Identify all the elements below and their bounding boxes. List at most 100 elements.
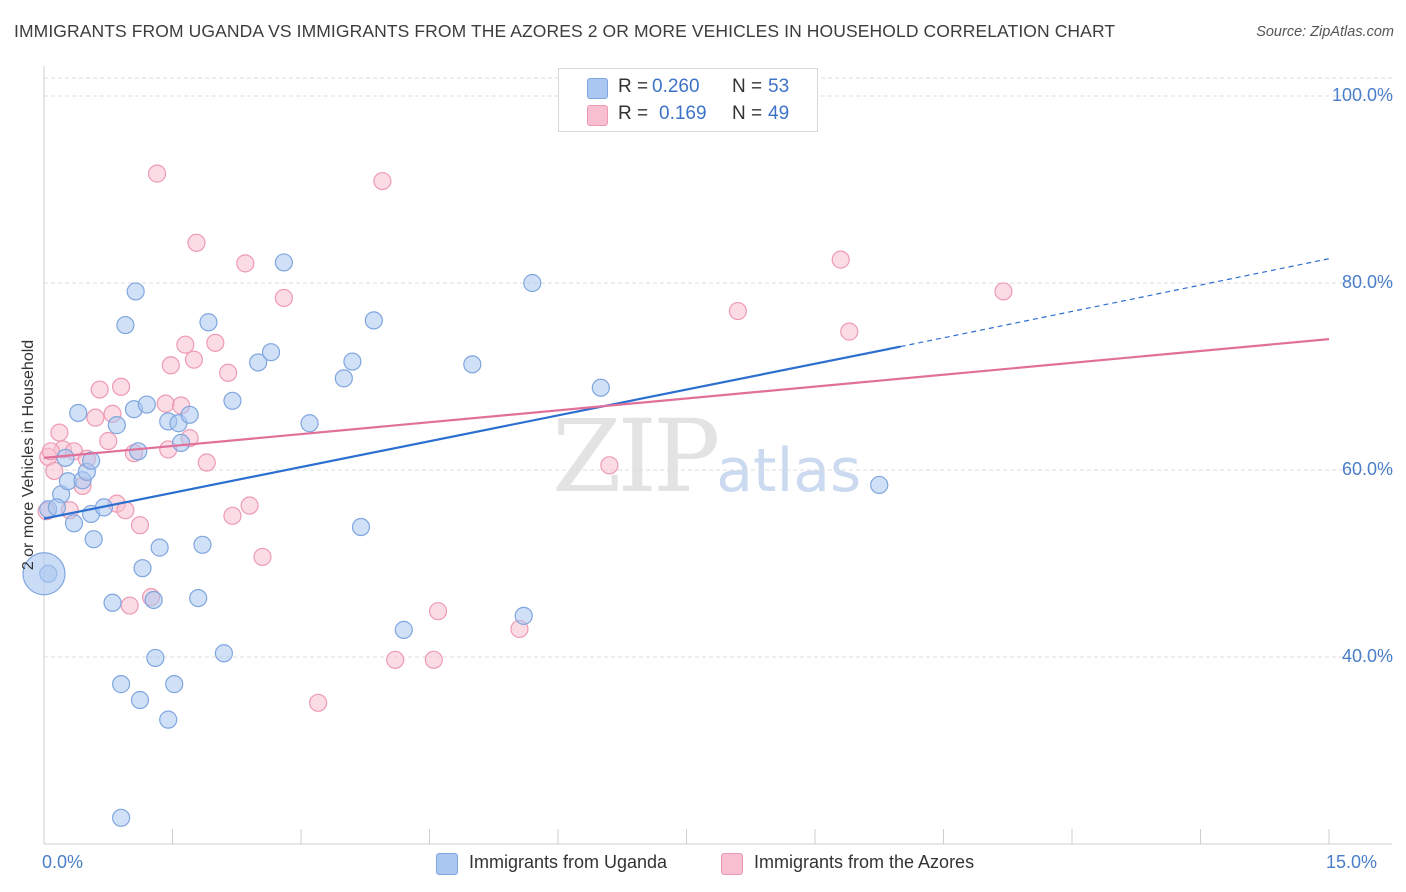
uganda-point — [107, 416, 126, 435]
legend-n-label: N = — [732, 103, 763, 124]
watermark: ZIPatlas — [552, 398, 861, 515]
azores-point — [274, 288, 293, 308]
uganda-point — [351, 517, 371, 537]
uganda-point — [84, 530, 103, 549]
uganda-point — [870, 475, 889, 495]
azores-point — [187, 233, 206, 252]
azores-point — [161, 356, 180, 375]
uganda-point — [82, 451, 101, 470]
x-tick-max: 15.0% — [1326, 852, 1378, 872]
uganda-point — [103, 593, 122, 612]
legend-r-azores: 0.169 — [659, 103, 707, 124]
bottom-legend-label-azores: Immigrants from the Azores — [754, 852, 975, 872]
uganda-point — [126, 282, 145, 301]
uganda-point — [56, 448, 75, 467]
uganda-point — [111, 808, 131, 827]
azores-point — [994, 282, 1013, 301]
uganda-point — [223, 391, 242, 410]
y-axis-label: 2 or more Vehicles in Household — [20, 339, 37, 571]
azores-point — [236, 254, 255, 273]
bottom-legend-swatch-uganda — [436, 853, 458, 875]
azores-point — [309, 693, 328, 712]
azores-point — [424, 650, 443, 669]
uganda-point — [111, 675, 131, 694]
legend-swatch-uganda — [587, 78, 608, 99]
uganda-point — [274, 253, 293, 272]
trendline-azores — [43, 338, 1330, 459]
azores-point — [373, 171, 392, 191]
bottom-legend-swatch-azores — [721, 853, 743, 875]
uganda-point — [180, 405, 199, 424]
uganda-point — [137, 395, 156, 414]
y-tick-label: 100.0% — [1331, 85, 1393, 105]
chart-title: IMMIGRANTS FROM UGANDA VS IMMIGRANTS FRO… — [14, 21, 1116, 41]
watermark-atlas: atlas — [716, 436, 862, 506]
uganda-point — [133, 559, 152, 578]
bottom-legend-label-uganda: Immigrants from Uganda — [469, 852, 668, 872]
azores-point — [45, 461, 64, 481]
x-tick-min: 0.0% — [42, 852, 84, 872]
azores-point — [111, 377, 131, 396]
uganda-point — [116, 315, 135, 335]
azores-point — [428, 602, 448, 621]
watermark-zip: ZIP — [552, 398, 720, 515]
uganda-point — [171, 433, 191, 452]
legend-r-uganda: 0.260 — [652, 76, 700, 97]
y-tick-label: 80.0% — [1341, 272, 1393, 292]
y-tick-label: 40.0% — [1341, 646, 1393, 666]
axes — [43, 66, 1392, 845]
uganda-point — [150, 538, 169, 557]
uganda-point — [64, 514, 84, 533]
uganda-point — [523, 273, 542, 293]
uganda-point — [146, 648, 165, 668]
uganda-point-large — [22, 552, 66, 596]
trendline-uganda-extension — [900, 258, 1330, 348]
uganda-point — [214, 644, 233, 663]
uganda-point — [47, 498, 66, 517]
azores-point — [197, 453, 216, 472]
azores-point — [223, 506, 242, 525]
azores-point — [130, 516, 150, 535]
uganda-point — [463, 355, 482, 374]
azores-point — [50, 423, 69, 442]
uganda-point — [130, 690, 150, 710]
azores-point — [386, 650, 405, 669]
uganda-point — [159, 710, 178, 729]
legend-n-azores: 49 — [768, 103, 790, 124]
uganda-point — [394, 620, 413, 639]
source-label: Source: ZipAtlas.com — [1256, 24, 1394, 40]
legend-n-uganda: 53 — [768, 76, 790, 97]
uganda-point — [69, 403, 88, 423]
uganda-point — [334, 369, 353, 388]
azores-point — [147, 164, 167, 183]
uganda-point — [300, 414, 319, 433]
azores-point — [728, 301, 748, 321]
trendline-uganda — [43, 345, 901, 520]
uganda-point — [189, 588, 208, 608]
trend-lines — [43, 258, 1330, 520]
y-tick-label: 60.0% — [1341, 459, 1393, 479]
uganda-point — [591, 378, 610, 397]
legend-r-label: R = — [618, 76, 649, 97]
azores-point — [831, 250, 850, 269]
azores-point — [206, 333, 225, 352]
azores-point — [253, 547, 272, 567]
uganda-point — [199, 313, 218, 332]
azores-point — [840, 322, 859, 341]
uganda-point — [144, 590, 163, 610]
uganda-point — [364, 311, 383, 330]
azores-points — [37, 164, 1013, 712]
legend-swatch-azores — [587, 105, 608, 126]
uganda-point — [129, 442, 148, 461]
azores-point — [184, 350, 204, 369]
uganda-point — [165, 675, 184, 694]
azores-point — [86, 408, 105, 427]
uganda-points — [22, 253, 889, 827]
legend-r-label: R = — [618, 103, 649, 124]
azores-point — [176, 335, 195, 354]
azores-point — [90, 380, 109, 399]
azores-point — [120, 596, 139, 615]
uganda-point — [343, 352, 362, 371]
uganda-point — [193, 535, 212, 554]
